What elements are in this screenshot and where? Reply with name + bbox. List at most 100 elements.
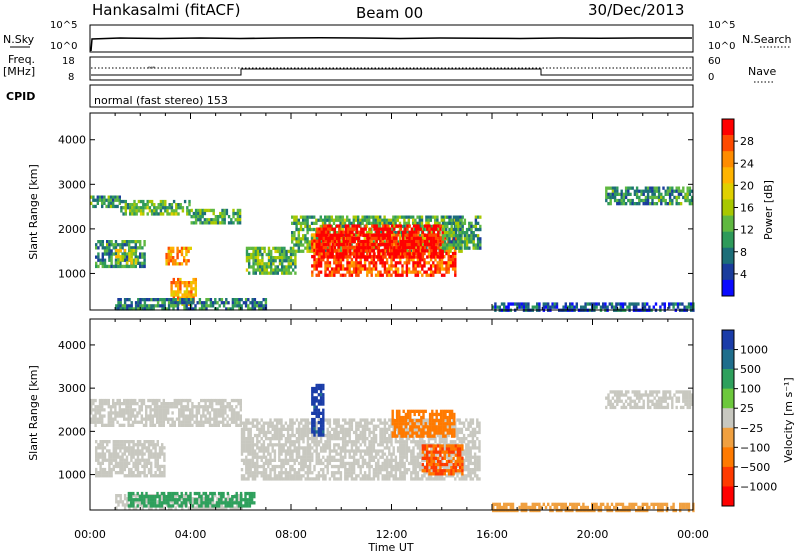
scatter-cell xyxy=(211,304,215,308)
scatter-cell xyxy=(248,262,251,266)
scatter-cell xyxy=(103,440,107,444)
scatter-cell xyxy=(273,427,277,431)
scatter-cell xyxy=(262,307,265,311)
scatter-cell xyxy=(101,258,104,262)
scatter-cell xyxy=(405,273,409,277)
scatter-cell xyxy=(426,227,429,231)
scatter-cell xyxy=(233,301,237,305)
scatter-cell xyxy=(335,258,338,262)
scatter-cell xyxy=(208,218,211,222)
scatter-cell xyxy=(114,405,117,409)
scatter-cell xyxy=(130,258,133,262)
scatter-cell xyxy=(214,301,217,305)
scatter-cell xyxy=(264,468,268,472)
scatter-cell xyxy=(479,240,482,244)
scatter-cell xyxy=(445,264,448,268)
scatter-cell xyxy=(641,302,644,306)
scatter-cell xyxy=(316,249,319,253)
scatter-cell xyxy=(341,458,345,462)
scatter-cell xyxy=(341,233,345,237)
scatter-cell xyxy=(410,270,413,274)
scatter-cell xyxy=(217,414,220,418)
scatter-cell xyxy=(436,242,439,246)
scatter-cell xyxy=(609,192,612,196)
scatter-cell xyxy=(235,414,238,418)
scatter-cell xyxy=(218,506,221,510)
scatter-cell xyxy=(101,449,104,453)
scatter-cell xyxy=(136,452,140,456)
scatter-cell xyxy=(339,464,343,469)
scatter-cell xyxy=(149,411,152,415)
scatter-cell xyxy=(278,440,281,444)
scatter-cell xyxy=(304,234,307,238)
scatter-cell xyxy=(492,305,495,309)
scatter-cell xyxy=(262,464,266,469)
scatter-cell xyxy=(260,471,263,475)
scatter-cell xyxy=(677,189,681,193)
scatter-cell xyxy=(327,249,330,253)
scatter-cell xyxy=(117,255,120,259)
scatter-cell xyxy=(377,227,381,231)
scatter-cell xyxy=(357,424,360,428)
scatter-cell xyxy=(322,249,326,253)
scatter-cell xyxy=(687,305,691,309)
scatter-cell xyxy=(174,301,177,305)
scatter-cell xyxy=(476,237,480,241)
scatter-cell xyxy=(134,458,137,462)
scatter-cell xyxy=(285,265,288,269)
scatter-cell xyxy=(339,236,343,240)
scatter-cell xyxy=(146,199,149,204)
scatter-cell xyxy=(164,203,167,207)
scatter-cell xyxy=(407,218,410,222)
scatter-cell xyxy=(97,452,100,456)
scatter-cell xyxy=(271,427,274,431)
scatter-cell xyxy=(362,227,365,231)
scatter-cell xyxy=(344,249,348,253)
scatter-cell xyxy=(659,305,662,309)
scatter-cell xyxy=(160,402,163,406)
scatter-cell xyxy=(582,305,585,309)
scatter-cell xyxy=(384,246,387,250)
scatter-cell xyxy=(270,271,273,275)
scatter-cell xyxy=(635,186,639,190)
scatter-cell xyxy=(339,240,342,244)
scatter-cell xyxy=(133,209,136,213)
scatter-cell xyxy=(605,189,608,193)
scatter-cell xyxy=(630,302,633,306)
scatter-cell xyxy=(283,259,286,263)
scatter-cell xyxy=(297,227,300,232)
scatter-cell xyxy=(368,270,371,274)
scatter-cell xyxy=(267,430,270,435)
scatter-cell xyxy=(281,252,284,257)
scatter-cell xyxy=(155,212,158,216)
scatter-cell xyxy=(98,398,102,403)
scatter-cell xyxy=(117,252,120,256)
scatter-cell xyxy=(649,195,652,200)
scatter-cell xyxy=(295,455,299,459)
scatter-cell xyxy=(383,261,387,265)
scatter-cell xyxy=(119,307,122,311)
scatter-cell xyxy=(256,268,260,272)
scatter-cell xyxy=(449,264,453,268)
scatter-cell xyxy=(198,298,202,302)
scatter-cell xyxy=(384,227,387,231)
scatter-cell xyxy=(150,203,154,207)
scatter-cell xyxy=(217,423,220,427)
scatter-cell xyxy=(107,411,110,415)
scatter-cell xyxy=(194,307,197,311)
scatter-cell xyxy=(95,255,98,259)
scatter-cell xyxy=(423,270,426,274)
scatter-cell xyxy=(671,202,674,206)
scatter-cell xyxy=(415,243,418,247)
scatter-cell xyxy=(282,461,285,466)
scatter-cell xyxy=(308,421,312,425)
scatter-cell xyxy=(149,405,152,409)
scatter-cell xyxy=(185,259,188,263)
scatter-cell xyxy=(180,414,183,418)
scatter-cell xyxy=(448,231,451,235)
scatter-cell xyxy=(451,258,455,262)
scatter-cell xyxy=(357,246,361,250)
scatter-cell xyxy=(452,221,456,225)
scatter-cell xyxy=(183,307,186,311)
scatter-cell xyxy=(148,506,151,510)
